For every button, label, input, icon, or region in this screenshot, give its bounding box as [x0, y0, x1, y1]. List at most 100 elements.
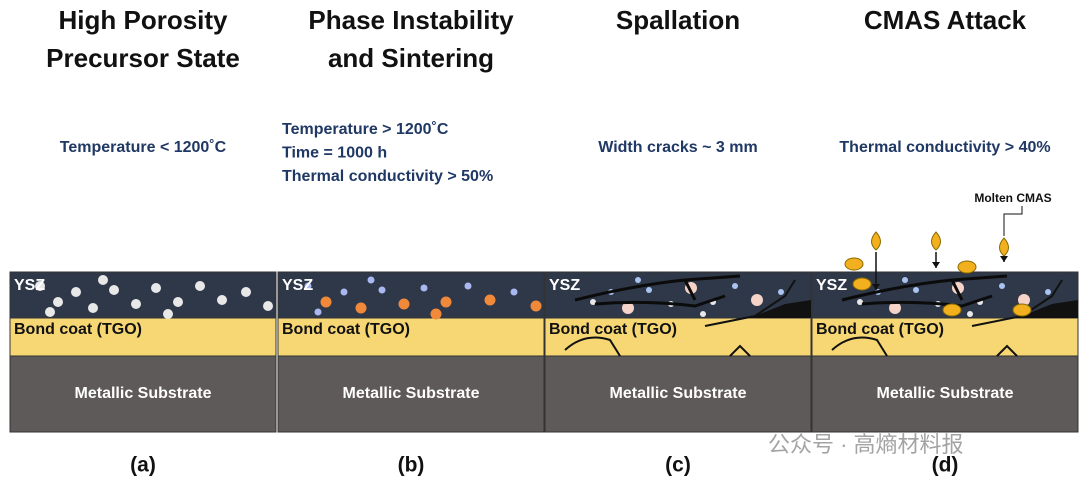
pore	[530, 300, 542, 312]
cmas-melt	[844, 257, 864, 271]
condition: Temperature < 1200˚C	[60, 139, 227, 156]
substrate-label: Metallic Substrate	[75, 385, 212, 402]
arrow-head	[872, 284, 880, 290]
panel-title: and Sintering	[328, 43, 494, 73]
substrate-label: Metallic Substrate	[343, 385, 480, 402]
spall	[750, 300, 811, 318]
pore	[355, 302, 367, 314]
caption: (a)	[130, 454, 156, 477]
cmas-melt	[957, 260, 977, 274]
cmas-melt	[852, 277, 872, 291]
leader	[1003, 206, 1023, 236]
ysz-layer	[277, 271, 545, 319]
pore	[340, 288, 348, 296]
pore	[622, 302, 634, 314]
bond-coat-label: Bond coat (TGO)	[14, 321, 142, 338]
pore	[217, 295, 227, 305]
pore	[889, 302, 901, 314]
bond-coat-label: Bond coat (TGO)	[549, 321, 677, 338]
pore	[646, 287, 652, 293]
pore	[967, 311, 973, 317]
pore	[751, 294, 763, 306]
pore	[420, 284, 428, 292]
cmas-melt	[942, 303, 962, 317]
pore	[635, 277, 641, 283]
condition: Thermal conductivity > 50%	[282, 168, 493, 185]
pore	[263, 301, 273, 311]
substrate-label: Metallic Substrate	[610, 385, 747, 402]
pore	[1018, 294, 1030, 306]
condition: Width cracks ~ 3 mm	[598, 139, 757, 156]
pore	[999, 283, 1005, 289]
ysz-label: YSZ	[14, 277, 45, 294]
condition: Thermal conductivity > 40%	[839, 139, 1050, 156]
pore	[98, 275, 108, 285]
pore	[304, 282, 312, 290]
pore	[590, 299, 596, 305]
pore	[71, 287, 81, 297]
cmas-drop	[999, 237, 1009, 257]
caption: (b)	[398, 454, 425, 477]
pore	[320, 296, 332, 308]
substrate-label: Metallic Substrate	[877, 385, 1014, 402]
pore	[45, 307, 55, 317]
substrate-layer	[277, 355, 545, 433]
pore	[314, 308, 322, 316]
pore	[241, 287, 251, 297]
cmas-drop	[871, 231, 881, 251]
substrate-layer	[544, 355, 812, 433]
pore	[35, 281, 45, 291]
pore	[510, 288, 518, 296]
condition: Temperature > 1200˚C	[282, 121, 449, 138]
arrow-head	[1000, 256, 1008, 262]
pore	[440, 296, 452, 308]
crack	[574, 274, 741, 308]
pore	[484, 294, 496, 306]
panel-title: Phase Instability	[308, 5, 514, 35]
cmas-melt	[1012, 303, 1032, 317]
pore	[902, 277, 908, 283]
pore	[367, 276, 375, 284]
ysz-label: YSZ	[282, 277, 313, 294]
condition: Time = 1000 h	[282, 145, 387, 162]
crack	[831, 279, 1063, 357]
caption: (c)	[665, 454, 691, 477]
pore	[913, 287, 919, 293]
pore	[398, 298, 410, 310]
pore	[700, 311, 706, 317]
pore	[464, 282, 472, 290]
panel-title: Spallation	[616, 5, 740, 35]
bond-coat-layer	[9, 317, 277, 357]
pore	[151, 283, 161, 293]
pore	[857, 299, 863, 305]
pore	[53, 297, 63, 307]
pore	[430, 308, 442, 320]
pore	[195, 281, 205, 291]
panel-title: High Porosity	[58, 5, 228, 35]
pore	[109, 285, 119, 295]
cmas-drop	[931, 231, 941, 251]
caption: (d)	[932, 454, 959, 477]
annotation: Molten CMAS	[974, 191, 1051, 205]
bond-coat-label: Bond coat (TGO)	[816, 321, 944, 338]
crack	[564, 279, 796, 357]
substrate-layer	[811, 355, 1079, 433]
pore	[732, 283, 738, 289]
bond-coat-layer	[544, 317, 812, 357]
ysz-label: YSZ	[549, 277, 580, 294]
pore	[778, 289, 784, 295]
arrow-head	[932, 262, 940, 268]
panel-title: Precursor State	[46, 43, 240, 73]
pore	[131, 299, 141, 309]
pore	[163, 309, 173, 319]
pore	[378, 286, 386, 294]
pore	[1045, 289, 1051, 295]
watermark: 公众号 · 高熵材料报	[768, 432, 964, 457]
ysz-label: YSZ	[816, 277, 847, 294]
bond-coat-label: Bond coat (TGO)	[282, 321, 410, 338]
spall	[1017, 300, 1078, 318]
substrate-layer	[9, 355, 277, 433]
panel-title: CMAS Attack	[864, 5, 1027, 35]
pore	[173, 297, 183, 307]
